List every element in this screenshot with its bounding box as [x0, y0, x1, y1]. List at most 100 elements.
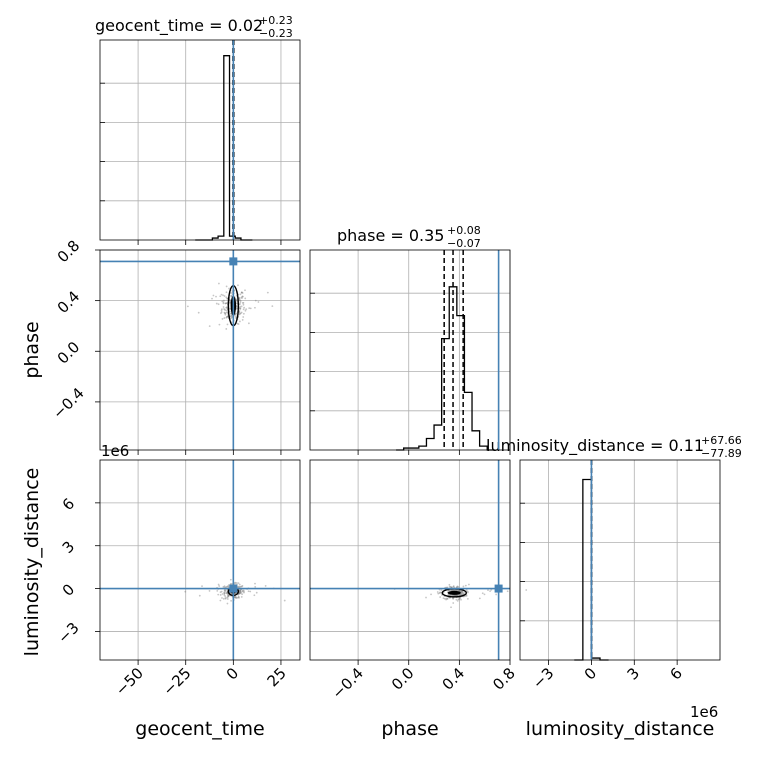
sample-point [226, 302, 229, 305]
sample-point [221, 300, 224, 303]
sample-point [461, 591, 464, 593]
sample-point [226, 585, 229, 588]
sample-point [481, 592, 484, 595]
sample-point [238, 312, 241, 315]
sample-point [457, 598, 460, 601]
sample-point [229, 301, 231, 304]
sample-point [217, 593, 220, 596]
sample-point [239, 299, 242, 302]
sample-point [238, 592, 241, 595]
title-luminosity-distance: luminosity_distance = 0.11 +67.66 −77.89 [486, 434, 742, 460]
sample-point [238, 583, 241, 586]
sample-point [458, 589, 461, 592]
title-geocent-time-minus: −0.23 [259, 27, 293, 40]
sample-point [241, 302, 244, 304]
sample-point [241, 292, 244, 294]
sample-point [231, 582, 233, 585]
sample-point [225, 311, 228, 314]
sample-point [242, 301, 245, 304]
sample-point [223, 589, 226, 591]
sample-point [218, 323, 221, 326]
sample-point [238, 591, 241, 594]
sample-point [221, 318, 224, 320]
sample-point [446, 597, 449, 600]
sample-point [234, 315, 237, 318]
sample-point [254, 582, 256, 585]
sample-point [222, 597, 225, 600]
sample-point [229, 299, 231, 302]
sample-point [220, 293, 223, 296]
sample-point [483, 593, 486, 596]
sample-point [448, 589, 451, 592]
sample-point [236, 322, 239, 325]
sample-point [238, 313, 241, 316]
panel-2-0: −50 −25 0 25 −3 0 3 6 [54, 459, 301, 699]
sample-point [226, 602, 229, 605]
sample-point [219, 591, 222, 594]
sample-point [239, 588, 242, 591]
sample-point [225, 306, 228, 309]
sample-point [245, 308, 248, 311]
sample-point [239, 590, 242, 593]
sample-point [451, 589, 454, 592]
sample-point [458, 596, 461, 599]
sample-point [226, 316, 228, 318]
sample-point [456, 594, 458, 597]
sample-point [198, 594, 201, 597]
title-geocent-time: geocent_time = 0.02 +0.23 −0.23 [95, 14, 293, 40]
sample-point [240, 305, 243, 308]
sample-point [222, 301, 225, 304]
sample-point [225, 285, 228, 288]
sample-point [459, 590, 461, 592]
sample-point [241, 584, 244, 587]
ytick-label: −0.4 [49, 384, 87, 422]
sample-point [468, 583, 470, 586]
sample-point [186, 305, 189, 308]
sample-point [452, 598, 455, 600]
xtick-label: −50 [112, 664, 147, 699]
sample-point [440, 591, 443, 594]
sample-point [224, 302, 227, 305]
sample-point [254, 585, 257, 588]
sample-point [240, 585, 243, 588]
histogram-phase [396, 286, 495, 451]
panel-frame [519, 459, 721, 661]
sample-point [235, 582, 238, 584]
sample-point [215, 302, 218, 305]
sample-point [457, 589, 460, 592]
sample-point [219, 594, 222, 596]
panel-frame [99, 249, 301, 451]
sample-point [234, 595, 237, 598]
xlabel-phase: phase [381, 718, 438, 740]
sample-point [461, 593, 464, 595]
sample-point [234, 582, 236, 584]
sample-point [223, 589, 226, 592]
sample-point [247, 322, 250, 325]
xtick-label: 6 [666, 664, 685, 683]
sample-point [461, 591, 464, 594]
sample-point [222, 302, 225, 305]
sample-point [225, 306, 228, 309]
sample-point [487, 589, 489, 591]
sample-point [456, 586, 459, 588]
sample-point [451, 597, 454, 600]
sample-point [241, 291, 243, 294]
sample-point [235, 312, 238, 315]
xtick-label: 0.8 [489, 664, 519, 694]
sample-point [238, 298, 241, 301]
sample-point [239, 303, 241, 305]
sample-point [253, 594, 256, 597]
sample-point [241, 590, 244, 593]
sample-point [243, 591, 245, 594]
sample-point [241, 295, 244, 298]
title-phase-plus: +0.08 [447, 224, 481, 237]
title-luminosity-distance-main: luminosity_distance = 0.11 [486, 436, 704, 456]
sample-point [223, 594, 226, 596]
sample-point [208, 590, 211, 592]
sample-point [243, 306, 246, 309]
sample-point [525, 589, 528, 591]
sample-point [220, 312, 222, 315]
sample-point [219, 599, 222, 602]
ytick-label: 0 [59, 580, 78, 599]
